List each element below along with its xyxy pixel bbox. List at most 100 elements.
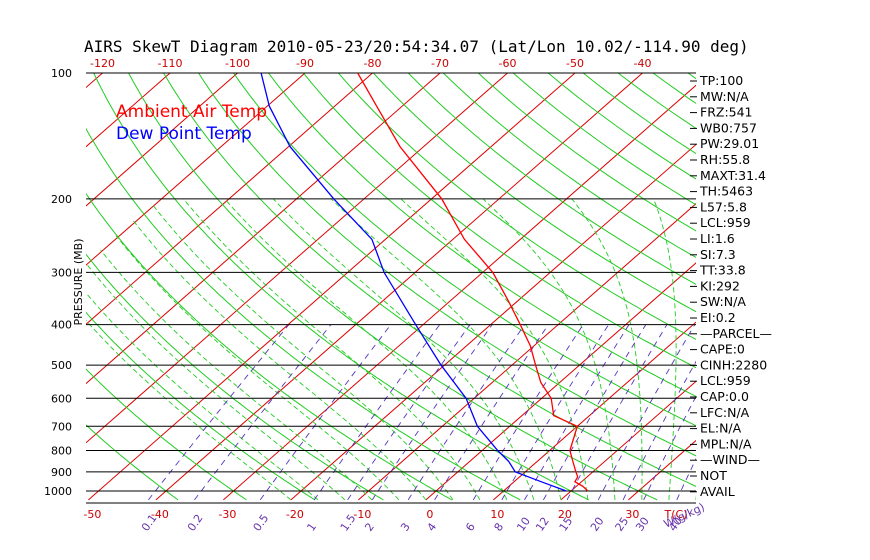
isobar-lines xyxy=(86,72,696,504)
isotherm-line xyxy=(86,73,239,207)
pressure-tick-label: 700 xyxy=(51,420,72,433)
mixing-ratio-tick-label: 1 xyxy=(304,521,319,534)
mixing-ratio-unit-label: W(g/kg) xyxy=(662,501,707,531)
moist-adiabat-line xyxy=(151,203,454,501)
mixing-ratio-tick-label: 0.2 xyxy=(185,512,206,534)
top-temperature-tick-label: -90 xyxy=(296,57,314,70)
mixing-ratio-tick-label: 3 xyxy=(398,521,413,534)
stability-index-item: PW:29.01 xyxy=(700,136,759,151)
mixing-ratio-line xyxy=(148,324,290,501)
mixing-ratio-line xyxy=(643,395,696,501)
pressure-tick-label: 600 xyxy=(51,392,72,405)
stability-index-item: NOT xyxy=(700,468,727,483)
dry-adiabat-line xyxy=(86,192,453,501)
moist-adiabat-line xyxy=(183,198,481,501)
mixing-ratio-line xyxy=(472,324,584,501)
dry-adiabat-line xyxy=(779,64,870,500)
pressure-tick-label: 800 xyxy=(51,444,72,457)
dry-adiabat-line xyxy=(744,64,870,500)
stability-indices-panel: TP:100MW:N/AFRZ:541WB0:757PW:29.01RH:55.… xyxy=(690,73,772,499)
mixing-ratio-line xyxy=(313,324,441,501)
temperature-profile-line xyxy=(357,73,589,492)
stability-index-item: MPL:N/A xyxy=(700,436,752,451)
stability-index-item: LCL:959 xyxy=(700,215,751,230)
bottom-temperature-tick-label: -20 xyxy=(286,508,304,521)
stability-index-item: CINH:2280 xyxy=(700,357,767,372)
dry-adiabat-line xyxy=(128,73,658,501)
isotherm-line xyxy=(86,73,374,325)
pressure-tick-label: 300 xyxy=(51,266,72,279)
pressure-tick-label: 100 xyxy=(51,67,72,80)
mixing-ratio-line xyxy=(597,324,696,501)
stability-index-item: MW:N/A xyxy=(700,89,749,104)
top-temperature-tick-label: -50 xyxy=(566,57,584,70)
moist-adiabat-line xyxy=(330,198,562,500)
dry-adiabat-line xyxy=(93,73,589,501)
moist-adiabat-line xyxy=(86,292,319,501)
isotherm-line xyxy=(290,143,696,501)
mixing-ratio-tick-label: 2 xyxy=(362,521,377,534)
moist-adiabat-line xyxy=(224,198,508,501)
mixing-ratio-line xyxy=(371,324,493,501)
stability-index-item: SW:N/A xyxy=(700,294,746,309)
stability-index-item: MAXT:31.4 xyxy=(700,168,766,183)
mixing-ratio-line xyxy=(194,324,332,501)
dry-adiabat-line xyxy=(372,73,696,313)
dry-adiabat-line xyxy=(86,127,521,501)
moist-adiabat-line xyxy=(86,262,346,501)
stability-index-item: —PARCEL— xyxy=(700,326,772,341)
moist-adiabat-line xyxy=(100,249,373,501)
mixing-ratio-line xyxy=(259,324,392,501)
bottom-temperature-tick-label: 30 xyxy=(625,508,639,521)
moist-adiabat-line xyxy=(653,198,677,500)
top-temperature-tick-label: -80 xyxy=(364,57,382,70)
stability-index-item: EI:0.2 xyxy=(700,310,736,325)
top-temperature-tick-label: -110 xyxy=(158,57,183,70)
stability-index-item: FRZ:541 xyxy=(700,105,753,120)
top-temperature-tick-label: -100 xyxy=(225,57,250,70)
mixing-ratio-line xyxy=(622,360,696,501)
bottom-temperature-tick-label: 0 xyxy=(426,508,433,521)
stability-index-item: SI:7.3 xyxy=(700,247,736,262)
dry-adiabat-line xyxy=(302,73,696,369)
isotherm-line xyxy=(86,73,171,148)
top-temperature-tick-label: -60 xyxy=(499,57,517,70)
moist-adiabat-line xyxy=(272,198,535,501)
dry-adiabat-line xyxy=(267,73,696,397)
pressure-tick-label: 400 xyxy=(51,319,72,332)
dry-adiabat-line xyxy=(86,424,179,501)
top-temperature-tick-label: -70 xyxy=(431,57,449,70)
stability-index-item: —WIND— xyxy=(700,452,760,467)
stability-index-item: WB0:757 xyxy=(700,120,757,135)
temperature-unit-label: T(C) xyxy=(664,508,688,521)
moist-adiabat-line xyxy=(115,235,400,501)
stability-index-item: RH:55.8 xyxy=(700,152,750,167)
moist-adiabat-line xyxy=(400,198,589,500)
legend-dew-point-temp: Dew Point Temp xyxy=(116,124,252,144)
moist-adiabat-line xyxy=(482,198,616,500)
dry-adiabat-line xyxy=(442,73,696,258)
stability-index-item: TH:5463 xyxy=(699,184,753,199)
isotherm-line xyxy=(88,73,576,501)
isotherm-line xyxy=(560,380,696,501)
dry-adiabat-line xyxy=(86,368,247,501)
moist-adiabat-line xyxy=(132,219,427,501)
mixing-ratio-tick-label: 4 xyxy=(425,521,440,534)
stability-index-item: LI:1.6 xyxy=(700,231,735,246)
dry-adiabat-line xyxy=(198,73,696,457)
isotherm-line xyxy=(223,84,696,501)
dry-adiabat-line xyxy=(163,73,696,487)
y-axis-label: PRESSURE (MB) xyxy=(72,239,85,326)
mixing-ratio-line xyxy=(407,324,525,501)
moist-adiabat-line xyxy=(86,319,292,501)
bottom-temperature-tick-label: 10 xyxy=(490,508,504,521)
mixing-ratio-tick-label: 6 xyxy=(463,521,478,534)
mixing-ratio-line xyxy=(347,324,471,501)
pressure-tick-label: 500 xyxy=(51,359,72,372)
stability-index-item: CAPE:0 xyxy=(700,342,745,357)
dry-adiabat-line xyxy=(86,311,316,501)
stability-index-item: LFC:N/A xyxy=(700,405,750,420)
dry-adiabat-line xyxy=(337,73,696,340)
top-temperature-tick-label: -40 xyxy=(634,57,652,70)
